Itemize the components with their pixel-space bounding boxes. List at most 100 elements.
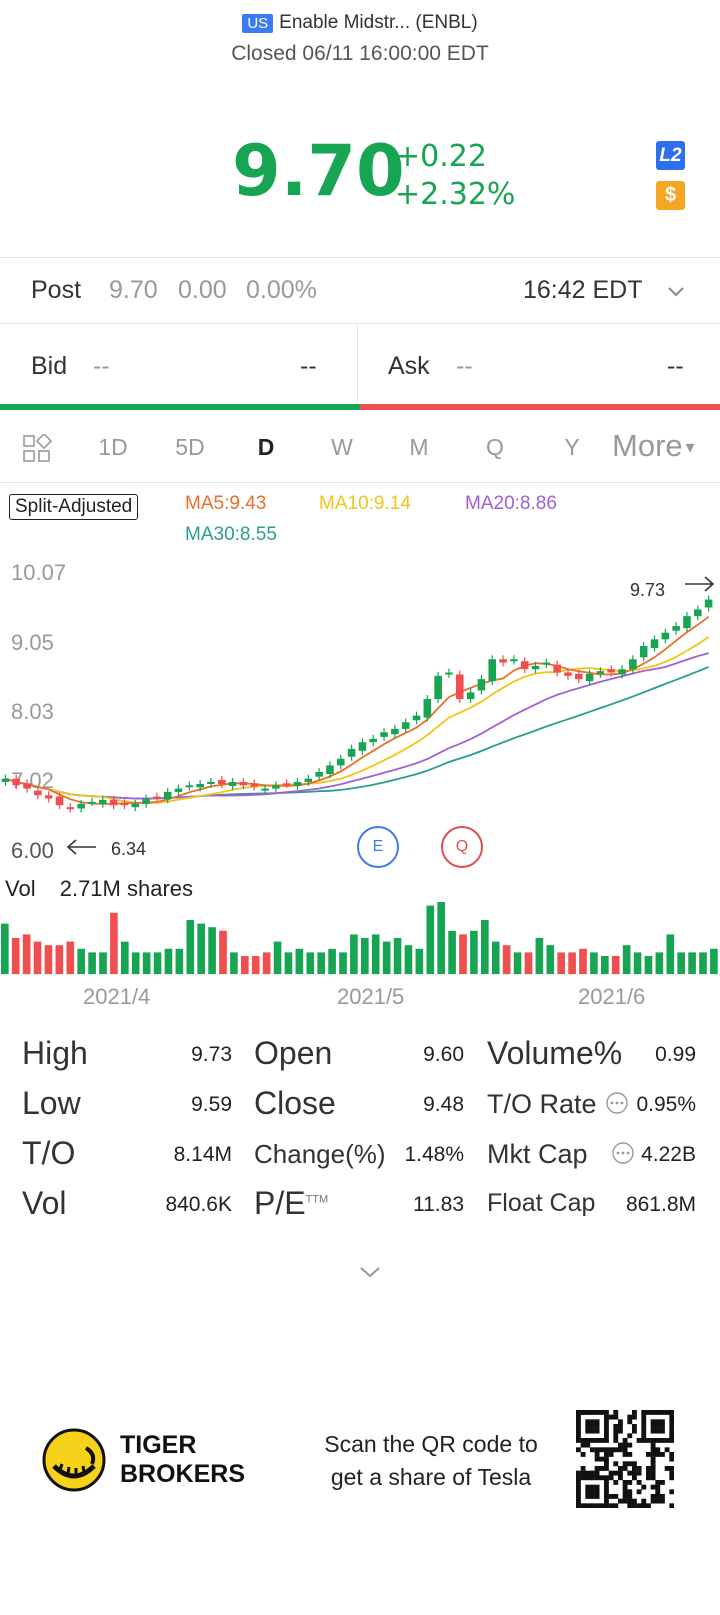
qr-module bbox=[650, 1466, 656, 1471]
qr-module bbox=[608, 1414, 614, 1420]
y-tick-label: 9.05 bbox=[11, 630, 54, 655]
tab-more[interactable]: More▼ bbox=[612, 428, 698, 464]
qr-module bbox=[650, 1470, 656, 1476]
qr-module bbox=[660, 1452, 665, 1457]
post-market-row[interactable]: Post 9.70 0.00 0.00% 16:42 EDT bbox=[0, 258, 720, 322]
qr-module bbox=[650, 1452, 656, 1457]
volume-bar bbox=[208, 927, 216, 974]
qr-module bbox=[590, 1410, 595, 1415]
info-dots-icon[interactable] bbox=[612, 1142, 634, 1164]
split-adjusted-toggle[interactable]: Split-Adjusted bbox=[9, 494, 139, 520]
dollar-icon[interactable]: $ bbox=[656, 181, 685, 210]
tab-week[interactable]: W bbox=[331, 434, 353, 460]
qr-module bbox=[608, 1494, 614, 1499]
ma30-label: MA30:8.55 bbox=[185, 524, 277, 545]
qr-module bbox=[618, 1424, 623, 1429]
period-tabs: 1D 5D D W M Q Y More▼ bbox=[0, 420, 720, 480]
candle bbox=[520, 661, 529, 670]
header: US Enable Midstr... (ENBL) Closed 06/11 1… bbox=[0, 0, 720, 80]
info-dots-icon[interactable] bbox=[606, 1092, 628, 1114]
qr-module bbox=[604, 1452, 609, 1457]
arrow-left-icon bbox=[66, 839, 96, 855]
qr-module bbox=[655, 1489, 661, 1495]
qr-module bbox=[594, 1503, 600, 1508]
qr-module bbox=[599, 1447, 605, 1453]
stat-value-mkt-cap: 4.22B bbox=[641, 1143, 696, 1166]
promo-text: Scan the QR code to get a share of Tesla bbox=[300, 1428, 562, 1494]
volume-bar bbox=[219, 930, 227, 974]
qr-module bbox=[646, 1503, 651, 1508]
qr-module bbox=[594, 1475, 600, 1481]
qr-module bbox=[655, 1484, 661, 1490]
qr-module bbox=[580, 1466, 586, 1471]
arrow-right-icon bbox=[685, 576, 715, 592]
volume-bar bbox=[306, 952, 315, 974]
qr-module bbox=[627, 1480, 633, 1485]
candle bbox=[272, 785, 280, 789]
x-tick-label: 2021/4 bbox=[83, 984, 151, 1009]
quarterly-marker[interactable]: Q bbox=[441, 826, 483, 868]
qr-module bbox=[604, 1498, 609, 1504]
expand-chevron-icon[interactable] bbox=[358, 1265, 382, 1279]
volume-chart[interactable] bbox=[0, 900, 720, 975]
qr-module bbox=[632, 1470, 637, 1476]
stat-label-low: Low bbox=[22, 1085, 81, 1121]
candle bbox=[672, 626, 680, 631]
stat-label-volume-pct: Volume% bbox=[487, 1035, 623, 1071]
qr-module bbox=[632, 1424, 637, 1429]
chevron-down-icon[interactable] bbox=[667, 286, 685, 298]
ask-bar bbox=[360, 404, 720, 410]
qr-module bbox=[627, 1494, 633, 1499]
qr-module bbox=[604, 1461, 609, 1467]
qr-module bbox=[636, 1470, 642, 1476]
qr-module bbox=[613, 1428, 619, 1434]
qr-module bbox=[660, 1424, 665, 1429]
tab-year[interactable]: Y bbox=[564, 434, 580, 460]
qr-module bbox=[590, 1428, 595, 1434]
tab-month[interactable]: M bbox=[409, 434, 429, 460]
qr-module bbox=[604, 1503, 609, 1508]
vol-value: 2.71M shares bbox=[59, 876, 194, 901]
candle bbox=[153, 796, 161, 799]
qr-module bbox=[660, 1419, 665, 1425]
qr-module bbox=[585, 1494, 591, 1499]
candle bbox=[98, 799, 107, 804]
qr-module bbox=[650, 1428, 656, 1434]
qr-module bbox=[604, 1489, 609, 1495]
qr-module bbox=[608, 1475, 614, 1481]
qr-module bbox=[599, 1456, 605, 1462]
volume-bar bbox=[666, 934, 675, 974]
tab-quarter[interactable]: Q bbox=[486, 434, 504, 460]
volume-bar bbox=[1, 923, 9, 974]
qr-module bbox=[660, 1498, 665, 1504]
candle bbox=[120, 803, 129, 806]
level2-icon[interactable]: L2 bbox=[656, 141, 685, 170]
volume-label: Vol 2.71M shares bbox=[5, 876, 193, 902]
qr-module bbox=[580, 1442, 586, 1448]
price-change: +0.22 +2.32% bbox=[395, 138, 515, 214]
qr-module bbox=[627, 1442, 633, 1448]
volume-bar bbox=[11, 938, 20, 974]
tab-day[interactable]: D bbox=[257, 434, 275, 460]
candle bbox=[358, 742, 367, 751]
qr-module bbox=[641, 1498, 647, 1504]
earnings-marker[interactable]: E bbox=[357, 826, 399, 868]
stat-value-pe: 11.83 bbox=[413, 1193, 464, 1216]
qr-module bbox=[669, 1466, 674, 1471]
volume-bar bbox=[382, 941, 391, 974]
stat-value-open: 9.60 bbox=[423, 1043, 464, 1066]
qr-module bbox=[650, 1498, 656, 1504]
tab-5d[interactable]: 5D bbox=[175, 434, 205, 460]
qr-module bbox=[585, 1424, 591, 1429]
qr-module bbox=[622, 1466, 628, 1471]
qr-module bbox=[618, 1475, 623, 1481]
qr-module bbox=[590, 1475, 595, 1481]
grid-icon[interactable] bbox=[22, 434, 52, 464]
volume-bar bbox=[611, 956, 620, 974]
volume-bar bbox=[55, 945, 64, 974]
qr-module bbox=[627, 1498, 633, 1504]
tab-1d[interactable]: 1D bbox=[98, 434, 128, 460]
qr-module bbox=[641, 1433, 647, 1439]
qr-module bbox=[590, 1424, 595, 1429]
candlestick-chart[interactable] bbox=[0, 555, 720, 870]
